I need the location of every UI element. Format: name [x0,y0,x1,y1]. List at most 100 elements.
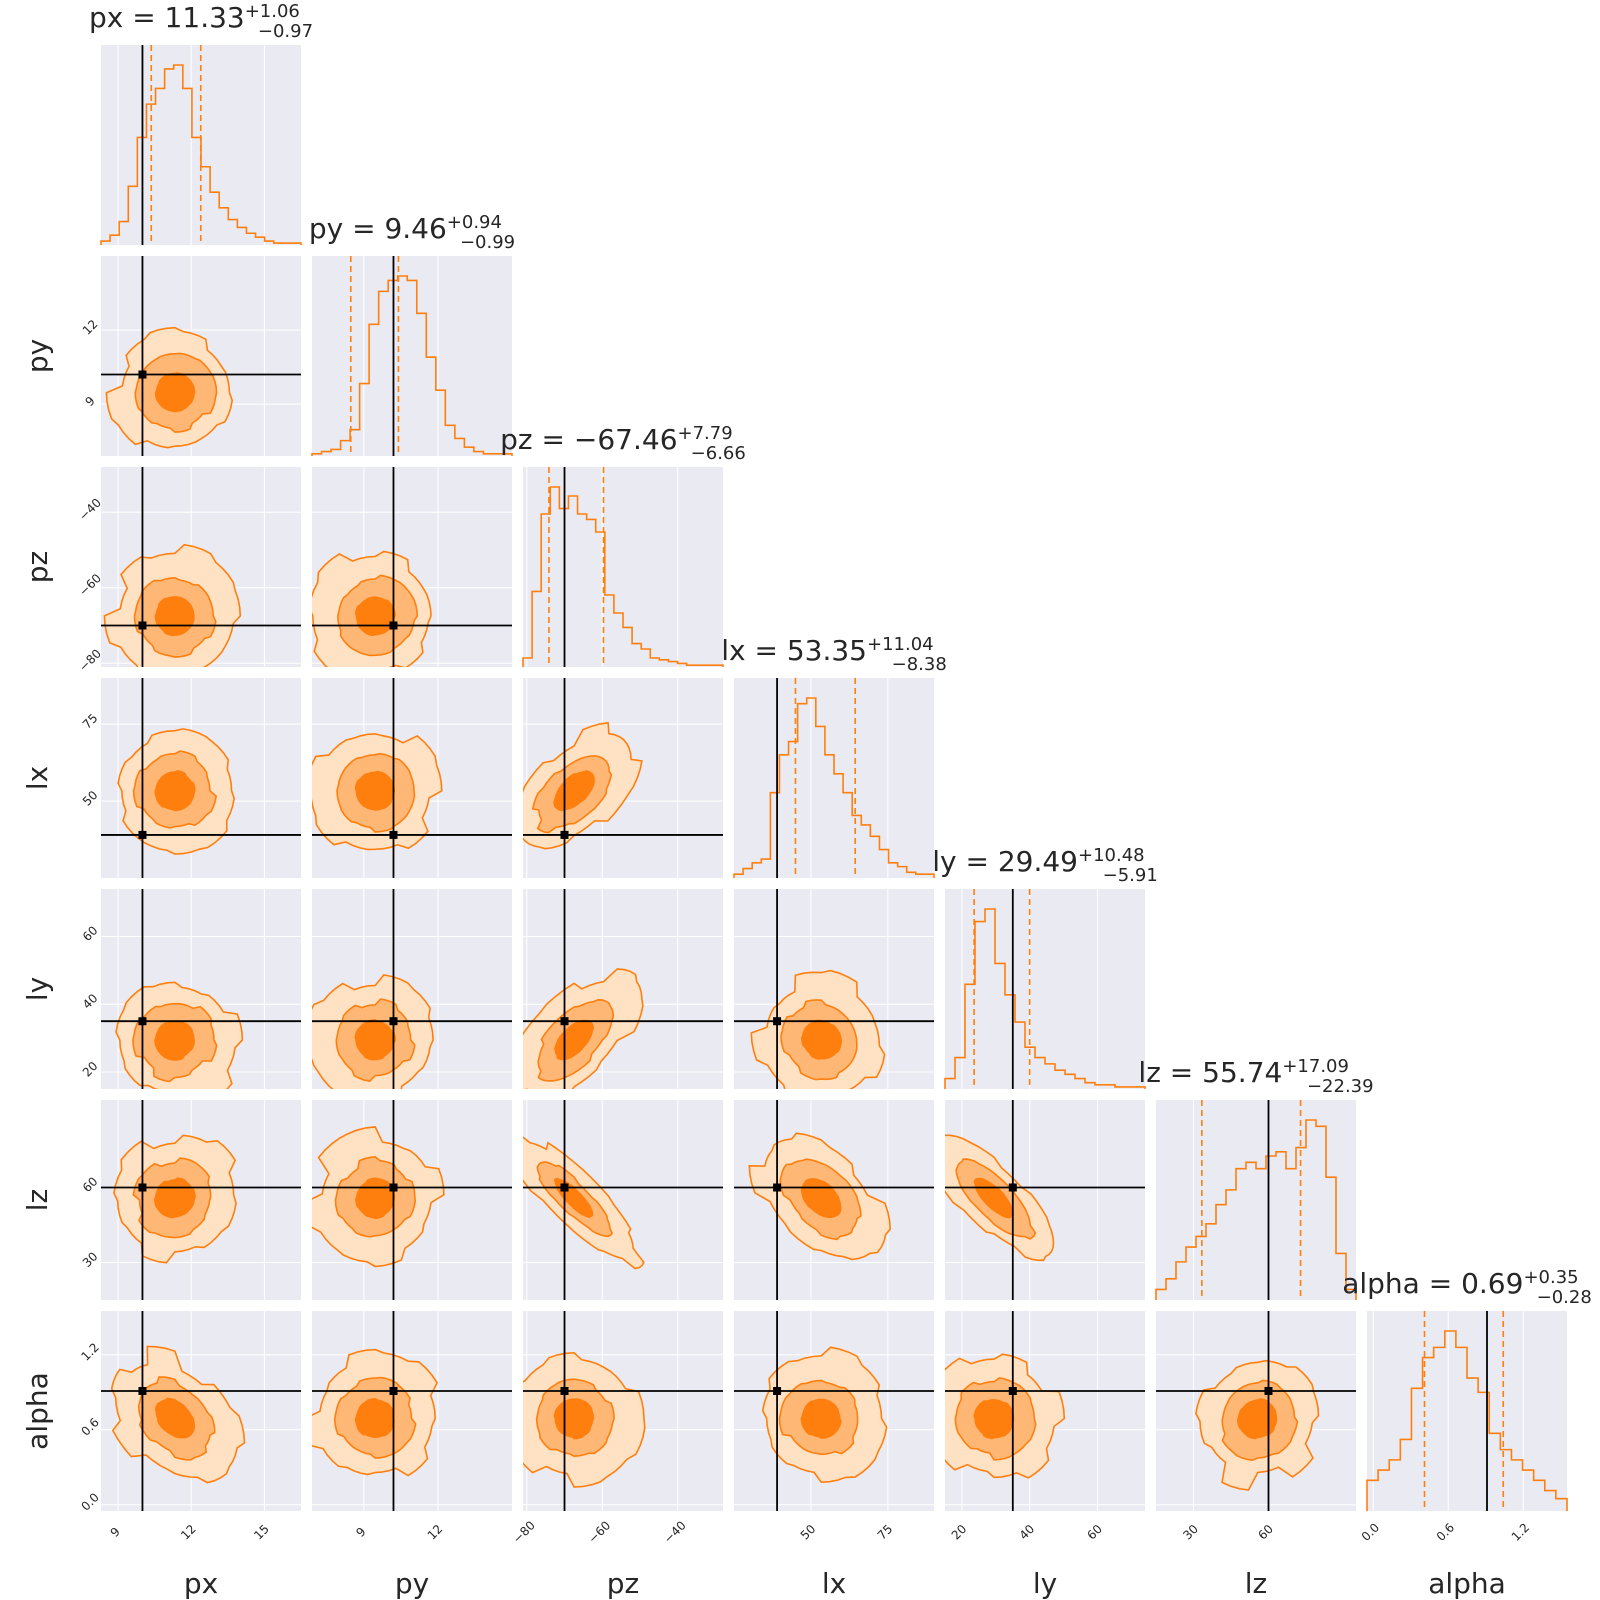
histogram-line [311,275,513,456]
contour-panel-px-lx: 50 75 lx [21,678,301,878]
x-axis-label: pz [607,1567,639,1600]
contour-group [523,1311,723,1511]
y-tick-label: 20 [80,1059,101,1080]
panel-title: lz = 55.74+17.09 −22.39 [1138,1056,1373,1097]
contour-level-3 [154,1020,195,1061]
contour-panel-px-pz: −80 −60 −40 pz [21,467,301,674]
hist-panel-lx: lx = 53.35+11.04 −8.38 [721,634,947,878]
x-tick-label: −40 [661,1518,689,1546]
truth-marker [138,1017,147,1026]
truth-marker [389,830,398,839]
contour-group [101,256,301,456]
x-tick-label: 75 [875,1522,896,1543]
contour-group [312,1100,512,1300]
y-axis-label: lz [21,1189,54,1211]
truth-marker [138,621,147,630]
contour-group [101,889,301,1089]
y-axis-label: ly [21,977,54,1001]
contour-group [312,1311,512,1511]
contour-level-3 [553,1398,595,1440]
contour-panel-px-ly: 20 40 60 ly [21,889,301,1089]
contour-level-3 [154,1397,195,1439]
contour-level-3 [354,1018,397,1061]
contour-group [101,1100,301,1300]
contour-panel-pz-alpha: −80 −60 −40 pz [510,1311,723,1600]
x-tick-label: 9 [108,1525,123,1540]
contour-level-3 [800,1019,843,1060]
panel-title: ly = 29.49+10.48 −5.91 [932,845,1158,886]
hist-panel-ly: ly = 29.49+10.48 −5.91 [932,845,1158,1089]
y-tick-label: 0.0 [78,1490,101,1513]
x-axis-label: lx [822,1567,846,1600]
x-tick-label: 12 [178,1522,199,1543]
panel-title: lx = 53.35+11.04 −8.38 [721,634,947,675]
truth-marker [560,830,569,839]
contour-panel-pz-ly [523,889,723,1089]
histogram-line [100,64,302,245]
truth-marker [560,1183,569,1192]
y-tick-label: 60 [80,1174,101,1195]
y-axis-label: pz [21,551,54,583]
hist-panel-pz: pz = −67.46+7.79 −6.66 [500,423,746,667]
x-axis-label: ly [1033,1567,1057,1600]
x-tick-label: 9 [353,1525,368,1540]
contour-group [312,467,512,667]
contour-level-3 [154,372,196,413]
contour-panel-lx-alpha: 50 75 lx [734,1311,934,1600]
contour-panel-px-py: 9 12 py [21,256,301,456]
panel-background [312,256,512,456]
contour-group [1156,1311,1356,1511]
x-tick-label: 1.2 [1509,1520,1532,1543]
y-tick-label: −60 [76,571,104,599]
panel-background [523,467,723,667]
contour-panel-py-lz [312,1100,512,1300]
histogram-line [522,486,724,667]
contour-panel-py-pz [312,467,512,667]
y-tick-label: 0.6 [78,1415,101,1438]
contour-group [734,889,934,1089]
truth-marker [389,1387,398,1395]
panel-title: py = 9.46+0.94 −0.99 [309,212,515,253]
truth-marker [138,830,147,839]
x-tick-label: 60 [1084,1522,1105,1543]
y-tick-label: 60 [80,923,101,944]
contour-level-3 [354,596,396,637]
contour-level-3 [800,1398,842,1439]
truth-marker [389,621,398,630]
y-tick-label: −40 [76,496,104,524]
y-axis-label: alpha [21,1372,54,1450]
truth-marker [560,1017,569,1026]
contour-group [734,1311,934,1511]
contour-group [101,678,301,878]
contour-group [945,1311,1145,1511]
contour-panel-lx-lz [734,1100,934,1300]
contour-panel-px-lz: 30 60 lz [21,1100,301,1300]
y-tick-label: 40 [80,991,101,1012]
histogram-line [944,908,1146,1089]
hist-panel-alpha: alpha = 0.69+0.35 −0.28 0.0 0.6 1.2 alpha [1342,1267,1592,1600]
histogram-line [733,697,935,878]
x-tick-label: 0.0 [1359,1520,1382,1543]
histogram-line [1155,1119,1357,1300]
contour-group [523,889,723,1089]
x-axis-label: px [184,1567,218,1600]
contour-panel-lx-ly [734,889,934,1089]
truth-marker [773,1017,782,1026]
contour-panel-ly-alpha: 20 40 60 ly [945,1311,1145,1600]
contour-level-3 [154,770,196,812]
panel-title: px = 11.33+1.06 −0.97 [89,1,313,42]
x-tick-label: 50 [798,1522,819,1543]
x-tick-label: 0.6 [1434,1520,1457,1543]
x-tick-label: −60 [586,1518,614,1546]
x-tick-label: 20 [949,1522,970,1543]
contour-group [523,1100,723,1300]
contour-panel-ly-lz [945,1100,1145,1300]
contour-panel-py-alpha: 9 12 py [312,1311,512,1600]
contour-group [101,467,301,667]
y-tick-label: −80 [76,646,104,674]
y-tick-label: 30 [80,1249,101,1270]
contour-panel-pz-lz [523,1100,723,1300]
contour-panel-pz-lx [523,678,723,878]
x-tick-label: 40 [1017,1522,1038,1543]
